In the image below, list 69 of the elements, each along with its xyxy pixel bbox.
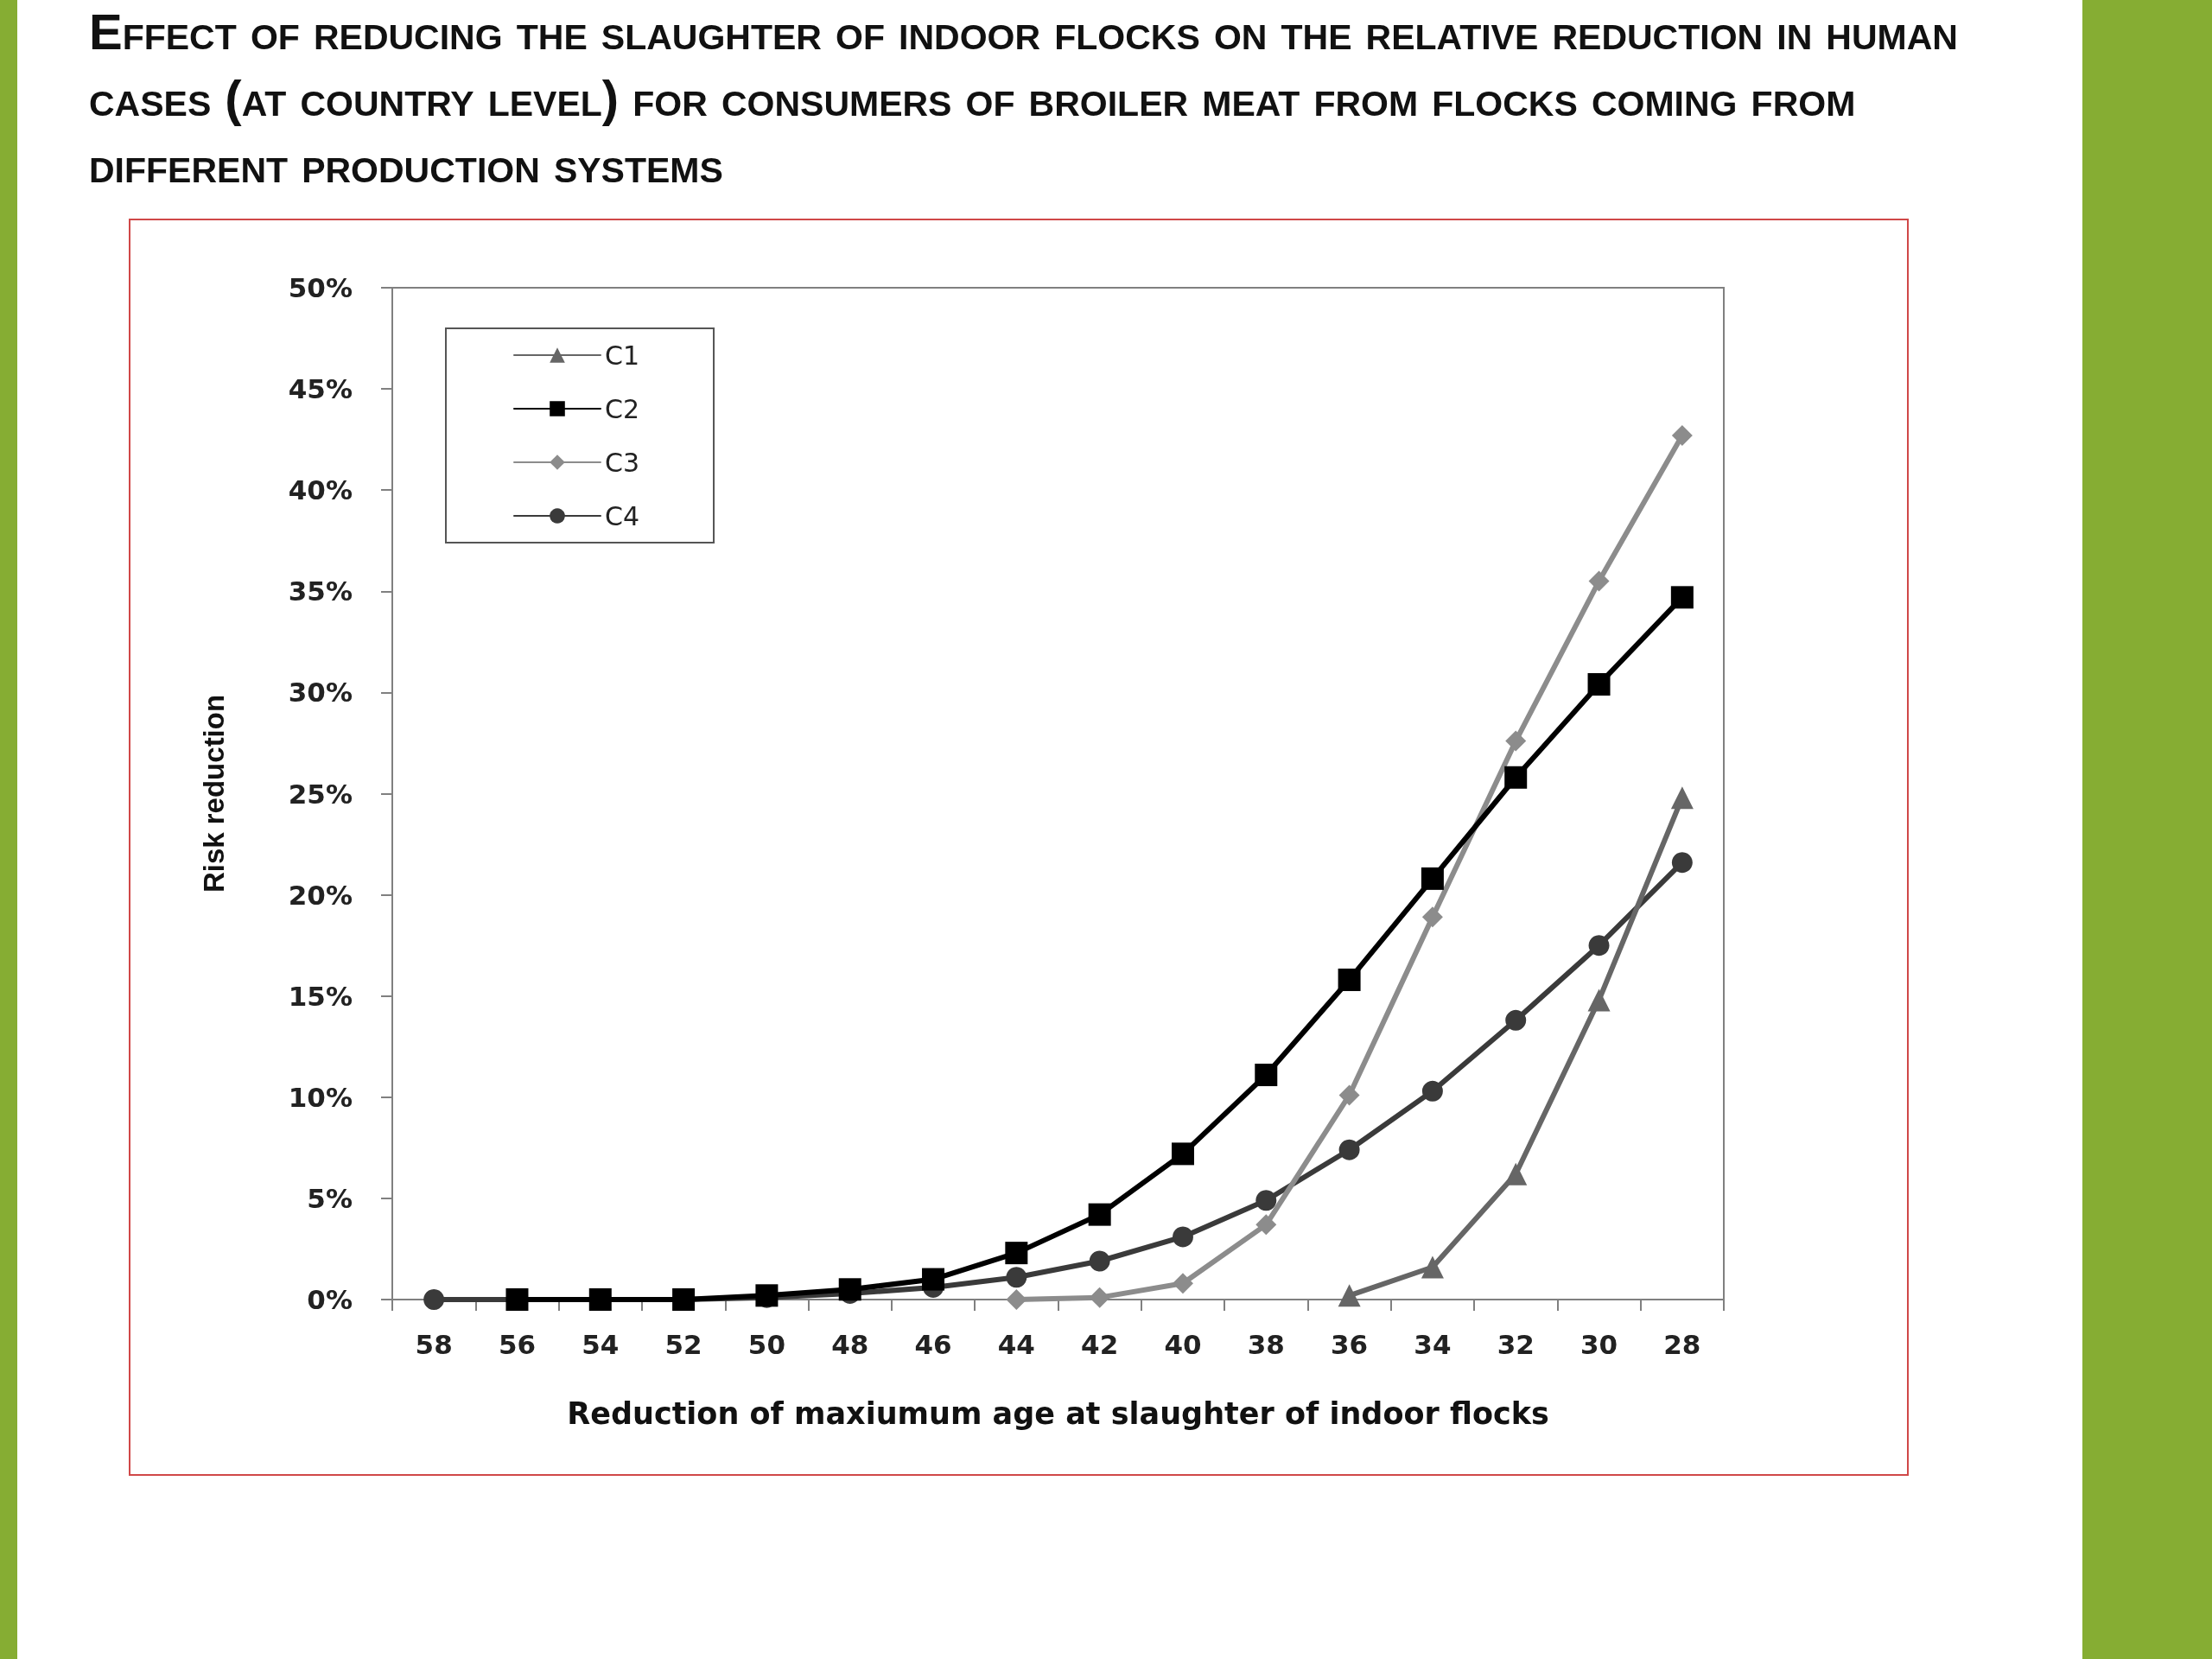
y-tick-label: 15% <box>288 980 353 1012</box>
point <box>1338 1139 1360 1160</box>
x-tick-label: 58 <box>415 1328 453 1360</box>
point <box>1421 1080 1443 1102</box>
y-tick-label: 25% <box>288 778 353 810</box>
point <box>1255 1064 1278 1087</box>
x-tick-label: 42 <box>1081 1328 1119 1360</box>
point <box>1006 1289 1027 1310</box>
legend-label: C4 <box>605 500 640 531</box>
point <box>1172 1226 1193 1248</box>
point <box>1338 968 1361 991</box>
point <box>1670 786 1694 810</box>
y-tick-label: 45% <box>288 373 353 405</box>
x-tick-label: 32 <box>1497 1328 1535 1360</box>
point <box>1670 586 1694 609</box>
y-tick-label: 20% <box>288 879 353 911</box>
y-tick-label: 0% <box>307 1284 353 1315</box>
x-tick-label: 46 <box>914 1328 952 1360</box>
legend-label: C3 <box>605 447 640 478</box>
point <box>1421 1255 1444 1279</box>
x-tick-label: 30 <box>1580 1328 1618 1360</box>
x-tick-label: 56 <box>498 1328 537 1360</box>
point <box>1089 1250 1110 1272</box>
x-tick-label: 38 <box>1247 1328 1285 1360</box>
point <box>1089 1287 1110 1308</box>
x-axis-title: Reduction of maxiumum age at slaughter of indoor flocks <box>567 1395 1549 1431</box>
point <box>1505 730 1527 752</box>
x-tick-label: 44 <box>997 1328 1035 1360</box>
y-tick-label: 5% <box>307 1182 353 1214</box>
y-tick-label: 40% <box>288 474 353 506</box>
point <box>1588 935 1610 957</box>
x-tick-label: 28 <box>1663 1328 1701 1360</box>
x-tick-label: 40 <box>1164 1328 1202 1360</box>
point <box>1587 988 1611 1012</box>
x-tick-label: 36 <box>1331 1328 1369 1360</box>
point <box>1255 1214 1277 1236</box>
point <box>1338 1084 1360 1106</box>
x-tick-label: 54 <box>582 1328 620 1360</box>
point <box>1671 424 1693 446</box>
legend-label: C1 <box>605 340 640 371</box>
point <box>1006 1267 1027 1288</box>
point <box>1588 570 1610 592</box>
point <box>1671 852 1693 874</box>
point <box>1005 1242 1028 1265</box>
point <box>838 1278 861 1301</box>
x-tick-label: 50 <box>747 1328 785 1360</box>
point <box>1255 1190 1277 1211</box>
x-tick-label: 52 <box>664 1328 702 1360</box>
point <box>1088 1203 1111 1226</box>
x-tick-label: 48 <box>831 1328 869 1360</box>
point <box>423 1289 445 1310</box>
y-tick-label: 35% <box>288 575 353 607</box>
point <box>1171 1142 1194 1166</box>
y-tick-label: 30% <box>288 677 353 709</box>
chart-title: Effect of reducing the slaughter of indoor flocks on the relative reduction in human cases (at country level) for consumers of broiler meat from flocks coming from different production systems <box>89 3 1959 194</box>
point <box>1505 1009 1527 1031</box>
point <box>1504 766 1528 789</box>
point <box>1172 1273 1193 1294</box>
point <box>922 1268 945 1291</box>
y-tick-label: 10% <box>288 1081 353 1113</box>
point <box>1587 673 1611 696</box>
legend-label: C2 <box>605 393 640 424</box>
y-axis-title: Risk reduction <box>198 694 230 893</box>
point <box>1504 1162 1528 1185</box>
point <box>1421 906 1443 928</box>
point <box>1338 1284 1361 1307</box>
point <box>1421 867 1444 890</box>
x-tick-label: 34 <box>1414 1328 1452 1360</box>
y-tick-label: 50% <box>288 272 353 303</box>
